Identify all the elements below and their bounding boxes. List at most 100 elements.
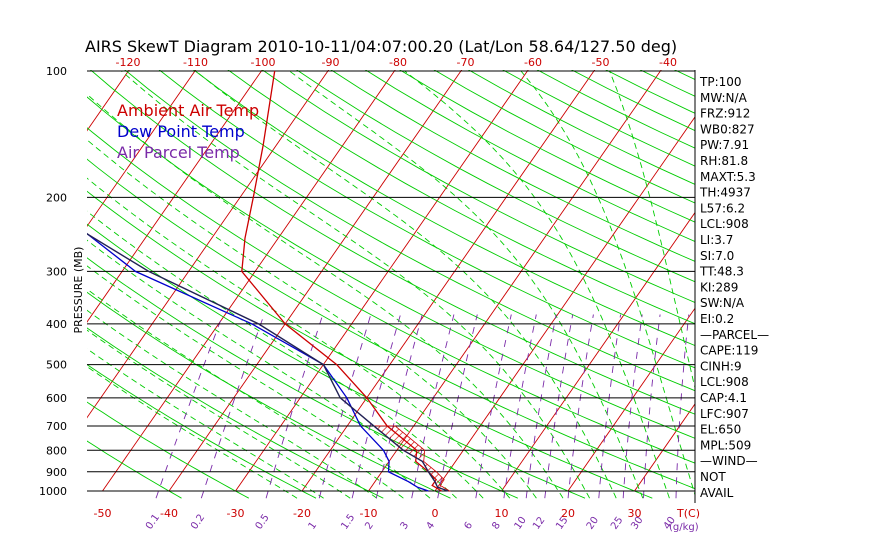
dry-adiabat-line — [87, 96, 695, 439]
isotherm-line — [102, 70, 396, 492]
mixing-ratio-line — [598, 314, 622, 499]
dry-adiabat-line — [87, 363, 317, 499]
mixing-ratio-line — [155, 314, 224, 499]
moist-adiabat-line — [87, 239, 457, 499]
mixing-ratio-label: 0.5 — [254, 512, 272, 531]
sidebar-index-item: SI:7.0 — [700, 249, 734, 263]
mixing-ratio-label: 10 — [513, 515, 529, 532]
moist-adiabat-line — [609, 70, 695, 390]
pressure-tick-label: 600 — [46, 392, 67, 405]
bottom-temp-tick-label: -10 — [360, 507, 378, 520]
isobar-layer — [87, 70, 696, 503]
mixing-ratio-line — [265, 314, 324, 499]
moist-adiabat-line — [520, 70, 695, 497]
legend: Ambient Air Temp Dew Point Temp Air Parc… — [117, 101, 259, 162]
moist-adiabat-line — [87, 366, 298, 499]
mixing-ratio-label: 12 — [531, 515, 547, 532]
legend-dew-point-temp: Dew Point Temp — [117, 122, 245, 141]
dry-adiabat-line — [87, 327, 384, 499]
sidebar-index-item: AVAIL — [700, 486, 734, 500]
isotherm-line — [0, 62, 2, 491]
moist-adiabat-line — [87, 177, 511, 499]
sidebar-index-item: MPL:509 — [700, 438, 751, 452]
dry-adiabat-line — [90, 70, 695, 415]
isotherm-line — [235, 70, 529, 492]
moist-adiabat-line — [121, 70, 591, 499]
bottom-temp-tick-label: -40 — [160, 507, 178, 520]
pressure-tick-label: 800 — [46, 444, 67, 457]
sidebar-index-item: LFC:907 — [700, 407, 749, 421]
top-temp-tick-label: -100 — [251, 56, 276, 69]
mixing-ratio-line — [351, 314, 401, 499]
isotherm-line — [634, 403, 695, 492]
y-axis-label: PRESSURE (MB) — [72, 247, 85, 334]
dry-adiabat-line — [87, 440, 182, 499]
isotherm-line — [567, 307, 695, 492]
mixing-ratio-label: 1.5 — [339, 512, 357, 531]
sidebar-index-item: CAP:4.1 — [700, 391, 747, 405]
dry-adiabat-line — [261, 70, 695, 303]
mixing-ratio-unit-label: (g/kg) — [669, 522, 699, 533]
mixing-ratio-label: 25 — [609, 515, 625, 532]
isotherm-line — [368, 70, 662, 492]
moist-adiabat-line — [87, 139, 537, 499]
isotherm-line — [87, 70, 330, 419]
bottom-temp-tick-label: 20 — [561, 507, 575, 520]
bottom-temp-tick-label: -20 — [293, 507, 311, 520]
moist-adiabat-line — [87, 93, 564, 499]
moist-adiabat-line — [87, 309, 378, 499]
sidebar-index-item: FRZ:912 — [700, 107, 750, 121]
mixing-ratio-label: 3 — [399, 520, 412, 532]
mixing-ratio-line — [318, 314, 372, 499]
mixing-ratio-line — [675, 314, 690, 499]
top-temp-tick-label: -110 — [183, 56, 208, 69]
sidebar-index-item: RH:81.8 — [700, 154, 748, 168]
dry-adiabat-line — [158, 70, 695, 369]
dry-adiabat-line — [674, 70, 695, 81]
dry-adiabat-line — [330, 70, 695, 262]
top-temp-tick-label: -50 — [592, 56, 610, 69]
ambient-air-temp-line — [241, 70, 442, 492]
pressure-tick-label: 300 — [46, 265, 67, 278]
dry-adiabat-line — [296, 70, 695, 283]
dry-adiabat-line — [87, 257, 518, 499]
moist-adiabat-line — [404, 70, 670, 499]
dry-adiabat-line — [227, 70, 695, 325]
sidebar-index-item: KI:289 — [700, 280, 738, 294]
top-temp-tick-label: -120 — [116, 56, 141, 69]
sidebar-index-item: TT:48.3 — [699, 265, 744, 279]
sidebar-index-item: SW:N/A — [700, 296, 745, 310]
isotherm-line — [768, 62, 870, 491]
sidebar-index-item: MW:N/A — [700, 91, 748, 105]
pressure-tick-label: 400 — [46, 318, 67, 331]
dry-adiabat-line — [124, 70, 695, 392]
mixing-ratio-label: 6 — [462, 520, 475, 532]
isotherm-line — [87, 70, 130, 132]
mixing-ratio-label: 0.2 — [189, 512, 207, 531]
top-temp-tick-label: -60 — [524, 56, 542, 69]
sidebar-index-item: TH:4937 — [699, 186, 751, 200]
mixing-ratio-label: 8 — [490, 520, 503, 532]
bottom-temp-tick-label: 10 — [495, 507, 509, 520]
sidebar-index-item: CINH:9 — [700, 359, 742, 373]
profile-layer — [87, 70, 449, 492]
mixing-ratio-line — [643, 314, 661, 499]
mixing-ratio-line — [544, 314, 574, 499]
top-temp-tick-label: -80 — [389, 56, 407, 69]
sidebar-index-item: LCL:908 — [700, 217, 749, 231]
mixing-ratio-line — [503, 314, 537, 499]
pressure-tick-labels: 100 200 300 400 500 600 700 800 900 1000 — [39, 65, 67, 498]
mixing-ratio-line — [200, 314, 265, 499]
dry-adiabat-line — [193, 70, 695, 347]
dry-adiabat-line — [87, 190, 653, 499]
dry-adiabat-line — [87, 223, 586, 499]
sidebar-index-item: EL:650 — [700, 423, 741, 437]
mixing-ratio-label: 1 — [307, 520, 320, 532]
top-temp-tick-label: -70 — [457, 56, 475, 69]
sidebar-index-item: MAXT:5.3 — [700, 170, 756, 184]
bottom-temp-tick-label: -50 — [94, 507, 112, 520]
bottom-temp-tick-label: 30 — [628, 507, 642, 520]
isotherm-line — [168, 70, 463, 492]
